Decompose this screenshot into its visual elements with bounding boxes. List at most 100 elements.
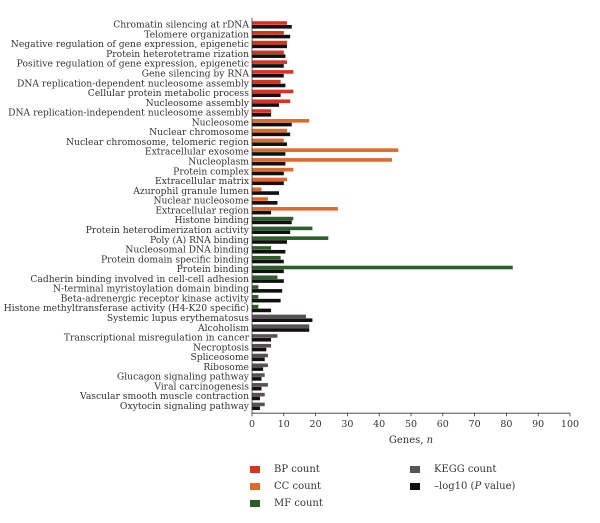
bar-neglog10p — [252, 308, 272, 313]
bar-count — [252, 187, 262, 192]
bar-neglog10p — [252, 269, 284, 274]
bar-count — [252, 138, 284, 143]
x-axis-title-text: Genes, — [389, 435, 427, 446]
category-label: Telomere organization — [144, 29, 249, 40]
bar-count — [252, 324, 310, 328]
category-label: DNA replication-independent nucleosome a… — [8, 108, 250, 119]
bar-count — [252, 60, 287, 64]
bar-neglog10p — [252, 230, 291, 234]
bar-count — [252, 392, 265, 397]
bar-neglog10p — [252, 161, 286, 166]
bar-neglog10p — [252, 357, 265, 362]
category-label: Vascular smooth muscle contraction — [79, 391, 249, 402]
bar-count — [252, 50, 284, 55]
bar-neglog10p — [252, 44, 287, 49]
bar-neglog10p — [252, 210, 272, 215]
bar-neglog10p — [252, 220, 292, 225]
bar-count — [252, 40, 287, 45]
bar-count — [252, 167, 294, 172]
bar-neglog10p — [252, 113, 272, 117]
bar-neglog10p — [252, 279, 284, 283]
legend-item: CC count — [250, 481, 321, 492]
legend-swatch — [250, 466, 260, 473]
category-label: Histone methyltransferase activity (H4-K… — [4, 303, 249, 314]
x-tick-label: 30 — [341, 419, 353, 430]
bar-neglog10p — [252, 201, 278, 205]
category-label: Protein complex — [173, 166, 250, 177]
bar-group — [252, 21, 513, 411]
bar-neglog10p — [252, 73, 284, 78]
category-label: Transcriptional misregulation in cancer — [64, 333, 250, 344]
bar-neglog10p — [252, 337, 272, 342]
x-tick-label: 70 — [469, 419, 481, 430]
bar-count — [252, 197, 268, 201]
bar-count — [252, 109, 272, 113]
category-label: Positive regulation of gene expression, … — [17, 59, 249, 70]
bar-count — [252, 226, 313, 231]
bar-neglog10p — [252, 396, 260, 401]
category-label: Alcoholism — [197, 323, 249, 334]
legend: BP count CC count MF count KEGG count –log10… — [250, 462, 550, 518]
category-label: Negative regulation of gene expression, … — [11, 39, 249, 50]
bar-neglog10p — [252, 64, 284, 68]
legend-swatch — [410, 466, 420, 473]
bar-count — [252, 30, 284, 35]
bar-neglog10p — [252, 181, 284, 186]
category-label: Nucleosomal DNA binding — [125, 245, 249, 256]
bar-neglog10p — [252, 25, 292, 29]
bar-neglog10p — [252, 259, 284, 264]
bar-neglog10p — [252, 289, 283, 293]
category-label: Nucleosome — [192, 117, 249, 128]
category-label: Protein binding — [177, 264, 249, 275]
category-label: Extracellular matrix — [155, 176, 250, 187]
x-tick-group: 0 10 20 30 40 50 60 70 80 90 100 — [249, 413, 579, 430]
category-label: Chromatin silencing at rDNA — [113, 20, 249, 31]
bar-neglog10p — [252, 152, 286, 156]
category-label: Extracellular exosome — [145, 147, 249, 158]
bar-count — [252, 314, 307, 319]
bar-count — [252, 275, 278, 280]
bar-count — [252, 158, 392, 162]
x-tick-label: 60 — [437, 419, 449, 430]
category-label: N-terminal myristoylation domain binding — [53, 284, 249, 295]
category-label: Azurophil granule lumen — [132, 186, 249, 197]
legend-swatch — [250, 483, 260, 490]
category-label: Cellular protein metabolic process — [88, 88, 249, 99]
bar-count — [252, 265, 513, 270]
bar-neglog10p — [252, 171, 284, 176]
bar-neglog10p — [252, 240, 287, 244]
bar-neglog10p — [252, 142, 287, 146]
bar-neglog10p — [252, 298, 281, 303]
x-tick-label: 0 — [249, 419, 255, 430]
bar-neglog10p — [252, 406, 260, 411]
bar-neglog10p — [252, 386, 262, 391]
legend-label: CC count — [274, 481, 322, 492]
bar-count — [252, 70, 294, 74]
category-label: Nuclear nucleosome — [153, 196, 249, 207]
bar-count — [252, 383, 268, 387]
bar-count — [252, 177, 287, 182]
category-label: Poly (A) RNA binding — [150, 235, 249, 246]
bar-count — [252, 79, 281, 84]
bar-neglog10p — [252, 377, 262, 381]
bar-neglog10p — [252, 54, 286, 58]
category-label: Protein heterodimerization activity — [86, 225, 250, 236]
category-label: Viral carcinogenesis — [153, 381, 249, 392]
legend-label: MF count — [274, 498, 323, 509]
bar-count — [252, 304, 259, 309]
x-tick-label: 80 — [500, 419, 512, 430]
bar-neglog10p — [252, 367, 264, 371]
bar-count — [252, 216, 294, 221]
category-label: DNA replication-dependent nucleosome ass… — [17, 78, 250, 89]
bar-count — [252, 343, 272, 348]
legend-swatch — [410, 483, 420, 490]
category-label: Cadherin binding involved in cell-cell a… — [30, 274, 249, 285]
bar-count — [252, 246, 272, 250]
category-label: Systemic lupus erythematosus — [107, 313, 249, 324]
x-axis-title-var: n — [427, 435, 433, 446]
x-tick-label: 10 — [278, 419, 290, 430]
legend-label: KEGG count — [434, 464, 497, 475]
bar-count — [252, 128, 287, 133]
